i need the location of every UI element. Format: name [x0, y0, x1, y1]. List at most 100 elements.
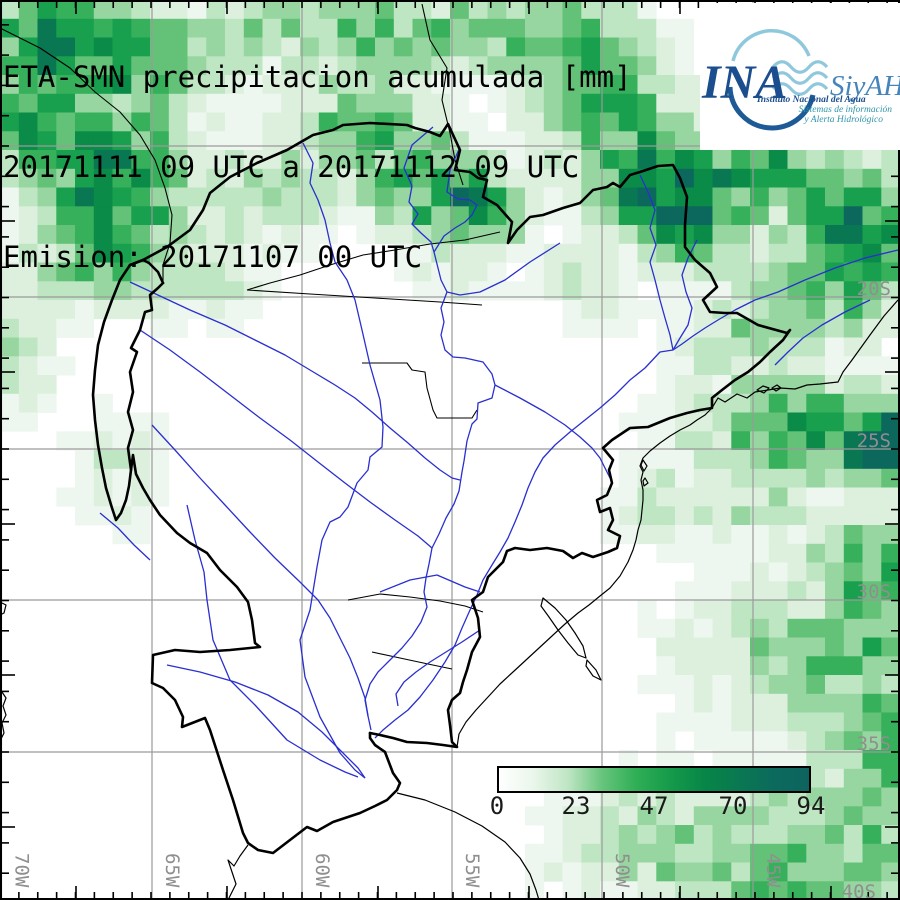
precip-cell [393, 187, 413, 207]
precip-cell [825, 375, 845, 395]
precip-cell [862, 356, 882, 376]
precip-cell [0, 225, 20, 245]
precip-cell [168, 225, 188, 245]
precip-cell [356, 225, 376, 245]
precip-cell [675, 337, 695, 357]
precip-cell [600, 56, 620, 76]
precip-cell [637, 37, 657, 57]
precip-cell [56, 37, 76, 57]
precip-cell [262, 187, 282, 207]
precip-cell [243, 187, 263, 207]
precip-cell [675, 262, 695, 282]
precip-cell [731, 881, 751, 900]
precip-cell [843, 375, 863, 395]
precip-cell [637, 806, 657, 826]
precip-cell [881, 206, 900, 226]
precip-cell [862, 843, 882, 863]
river [433, 146, 478, 253]
precip-cell [337, 0, 357, 20]
precip-cell [656, 843, 676, 863]
precip-cell [618, 525, 638, 545]
precip-cell [731, 675, 751, 695]
map-title: ETA-SMN precipitacion acumulada [mm] [3, 60, 632, 94]
precip-cell [693, 806, 713, 826]
precip-cell [806, 393, 826, 413]
precip-cell [675, 618, 695, 638]
precip-cell [225, 243, 245, 263]
precip-cell [731, 262, 751, 282]
precip-cell [543, 843, 563, 863]
precip-cell [150, 75, 170, 95]
precip-cell [168, 206, 188, 226]
precip-cell [393, 56, 413, 76]
precip-cell [881, 618, 900, 638]
precip-cell [168, 0, 188, 20]
precip-cell [150, 318, 170, 338]
precip-cell [731, 806, 751, 826]
precip-cell [112, 93, 132, 113]
precip-cell [262, 281, 282, 301]
precip-cell [637, 131, 657, 151]
precip-cell [0, 37, 20, 57]
precip-cell [881, 543, 900, 563]
precip-cell [281, 18, 301, 38]
precip-cell [731, 731, 751, 751]
precip-cell [431, 0, 451, 20]
precip-cell [731, 600, 751, 620]
precip-cell [150, 225, 170, 245]
precip-cell [262, 262, 282, 282]
precip-cell [693, 656, 713, 676]
precip-cell [693, 168, 713, 188]
basin-outline [91, 258, 402, 855]
precip-cell [712, 562, 732, 582]
country-border [347, 593, 484, 613]
precip-cell [843, 787, 863, 807]
precip-cell [806, 825, 826, 845]
precip-cell [768, 693, 788, 713]
precip-cell [693, 675, 713, 695]
precip-cell [75, 206, 95, 226]
precip-cell [562, 93, 582, 113]
precip-cell [168, 281, 188, 301]
precip-cell [150, 168, 170, 188]
precip-cell [862, 337, 882, 357]
precip-cell [637, 618, 657, 638]
precip-cell [806, 412, 826, 432]
precip-cell [750, 862, 770, 882]
precip-cell [37, 187, 57, 207]
precip-cell [375, 18, 395, 38]
precip-cell [525, 93, 545, 113]
precip-cell [450, 0, 470, 20]
precip-cell [843, 750, 863, 770]
precip-cell [450, 206, 470, 226]
precip-cell [225, 281, 245, 301]
precip-cell [787, 581, 807, 601]
precip-cell [56, 431, 76, 451]
precip-cell [600, 37, 620, 57]
precip-cell [581, 18, 601, 38]
precip-cell [187, 243, 207, 263]
precip-cell [412, 112, 432, 132]
precip-cell [281, 75, 301, 95]
precip-cell [750, 431, 770, 451]
precip-cell [600, 862, 620, 882]
precip-cell [225, 37, 245, 57]
precip-cell [750, 637, 770, 657]
precip-cell [862, 243, 882, 263]
colorbar-tick-0: 0 [489, 792, 505, 820]
precip-cell [131, 225, 151, 245]
precip-cell [750, 168, 770, 188]
precip-cell [618, 206, 638, 226]
precip-cell [168, 56, 188, 76]
precip-cell [731, 487, 751, 507]
precip-cell [712, 300, 732, 320]
basin-outline [128, 121, 792, 749]
precip-cell [562, 18, 582, 38]
precip-cell [337, 75, 357, 95]
precip-cell [843, 506, 863, 526]
precip-cell [656, 18, 676, 38]
precip-cell [825, 262, 845, 282]
precip-cell [300, 225, 320, 245]
precip-cell [600, 806, 620, 826]
precip-cell [187, 168, 207, 188]
